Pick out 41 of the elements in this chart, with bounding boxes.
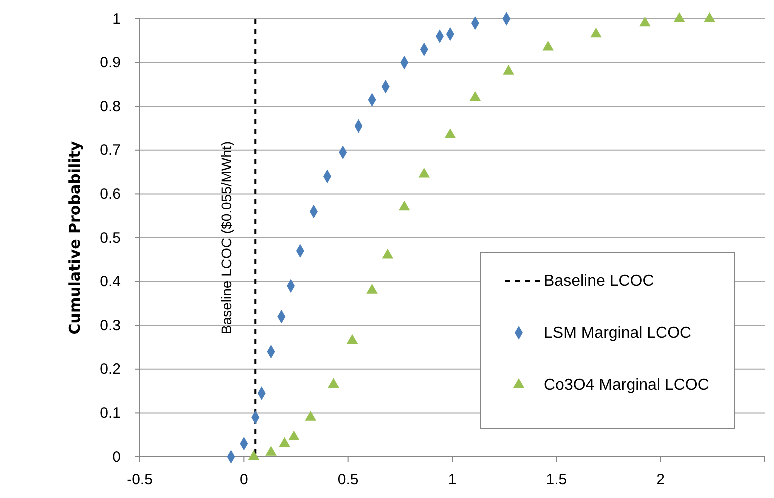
point (346, 334, 358, 344)
annotation: Baseline LCOC (544, 273, 654, 290)
ref-line-label: Baseline LCOC ($0.055/MWht) (218, 142, 235, 334)
point (590, 28, 602, 38)
point (248, 450, 260, 460)
point (279, 437, 290, 448)
point (328, 378, 340, 388)
y-tick-label: 0.9 (100, 54, 121, 72)
y-tick-label: 0.2 (100, 361, 121, 378)
point (444, 128, 456, 138)
x-tick-label: 0.5 (338, 472, 359, 489)
point (640, 16, 651, 27)
point (704, 12, 716, 22)
y-tick-label: 0.4 (100, 274, 121, 291)
y-tick-label: 0 (112, 448, 121, 466)
point (366, 284, 378, 294)
point (503, 65, 514, 75)
y-tick-label: 1 (112, 10, 121, 28)
legend-label: LSM Marginal LCOC (544, 325, 692, 342)
point (542, 40, 554, 51)
point (398, 200, 410, 211)
y-tick-label: 0.3 (100, 317, 121, 334)
point (470, 91, 482, 102)
y-tick-label: 0.5 (100, 230, 121, 247)
x-tick-label: -0.5 (127, 472, 153, 489)
point (288, 430, 300, 441)
y-axis-title: Cumulative Probability (66, 141, 84, 335)
y-tick-label: 0.8 (100, 98, 121, 116)
x-tick-label: 0 (240, 472, 248, 489)
x-tick-label: 2 (656, 472, 666, 489)
legend-label: Co3O4 Marginal LCOC (544, 377, 710, 394)
y-tick-label: 0.6 (100, 186, 121, 203)
point (305, 411, 316, 421)
x-tick-label: 1.5 (546, 472, 568, 489)
x-tick-label: 1 (448, 472, 457, 489)
point (674, 12, 686, 22)
point (382, 249, 394, 259)
point (266, 446, 277, 456)
y-tick-label: 0.7 (100, 142, 121, 160)
y-tick-label: 0.1 (100, 405, 121, 422)
point (418, 168, 430, 178)
